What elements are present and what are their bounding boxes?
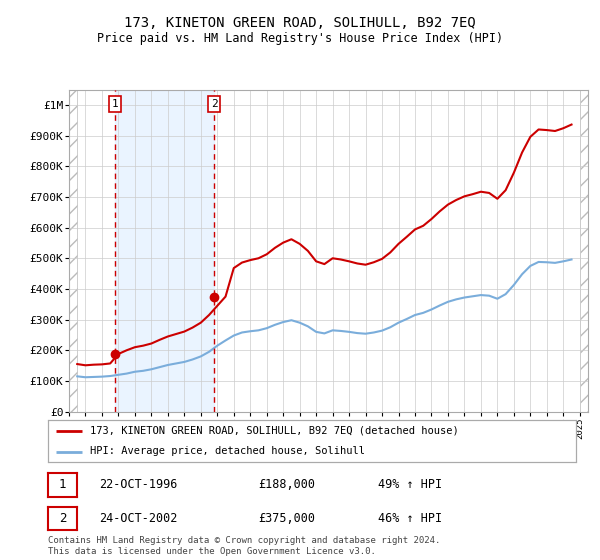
Text: £375,000: £375,000	[258, 511, 315, 525]
Text: 2: 2	[59, 512, 66, 525]
Text: HPI: Average price, detached house, Solihull: HPI: Average price, detached house, Soli…	[90, 446, 365, 456]
Text: 1: 1	[59, 478, 66, 492]
Text: 22-OCT-1996: 22-OCT-1996	[99, 478, 178, 491]
Text: 173, KINETON GREEN ROAD, SOLIHULL, B92 7EQ: 173, KINETON GREEN ROAD, SOLIHULL, B92 7…	[124, 16, 476, 30]
Bar	[580, 90, 588, 412]
Text: 49% ↑ HPI: 49% ↑ HPI	[378, 478, 442, 491]
Bar	[69, 90, 77, 412]
Bar	[115, 90, 214, 412]
Text: £188,000: £188,000	[258, 478, 315, 491]
Text: 46% ↑ HPI: 46% ↑ HPI	[378, 511, 442, 525]
Text: Price paid vs. HM Land Registry's House Price Index (HPI): Price paid vs. HM Land Registry's House …	[97, 32, 503, 45]
Text: 2: 2	[211, 99, 218, 109]
Text: Contains HM Land Registry data © Crown copyright and database right 2024.
This d: Contains HM Land Registry data © Crown c…	[48, 536, 440, 556]
Text: 173, KINETON GREEN ROAD, SOLIHULL, B92 7EQ (detached house): 173, KINETON GREEN ROAD, SOLIHULL, B92 7…	[90, 426, 459, 436]
Text: 24-OCT-2002: 24-OCT-2002	[99, 511, 178, 525]
Text: 1: 1	[112, 99, 119, 109]
